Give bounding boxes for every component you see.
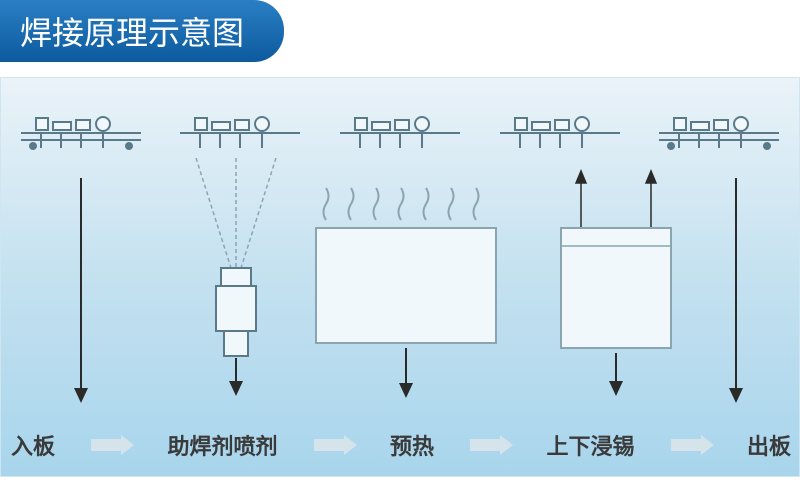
dip-solder bbox=[546, 168, 686, 413]
title-text: 焊接原理示意图 bbox=[20, 15, 244, 51]
sep-arrow-icon bbox=[309, 435, 359, 455]
pcb-stage-3 bbox=[340, 108, 460, 158]
arrow-down-5 bbox=[716, 178, 756, 408]
pcb-stage-4 bbox=[500, 108, 620, 158]
stage-label-1: 入板 bbox=[11, 429, 55, 461]
label-row: 入板 助焊剂喷剂 预热 上下浸锡 出板 bbox=[11, 429, 791, 461]
pcb-row bbox=[1, 103, 799, 163]
sep-arrow-icon bbox=[666, 435, 716, 455]
stage-label-2: 助焊剂喷剂 bbox=[167, 429, 277, 461]
sep-arrow-icon bbox=[86, 435, 136, 455]
stage-label-3: 预热 bbox=[390, 429, 434, 461]
flux-spray bbox=[176, 158, 296, 408]
pcb-stage-1 bbox=[21, 108, 141, 158]
pcb-stage-2 bbox=[180, 108, 300, 158]
sep-arrow-icon bbox=[465, 435, 515, 455]
stage-label-4: 上下浸锡 bbox=[546, 429, 634, 461]
arrow-down-1 bbox=[61, 178, 101, 408]
pcb-stage-5 bbox=[659, 108, 779, 158]
title-banner: 焊接原理示意图 bbox=[0, 0, 284, 62]
diagram-area: 入板 助焊剂喷剂 预热 上下浸锡 出板 bbox=[0, 77, 800, 477]
preheat bbox=[311, 183, 511, 413]
stage-label-5: 出板 bbox=[747, 429, 791, 461]
process-graphics bbox=[1, 178, 799, 378]
